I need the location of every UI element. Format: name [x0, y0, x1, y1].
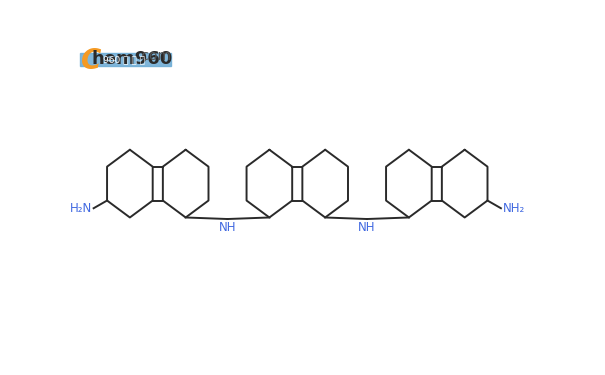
Text: NH: NH	[219, 221, 237, 234]
Text: hem960: hem960	[91, 50, 172, 68]
Text: .com: .com	[137, 49, 172, 63]
Text: NH₂: NH₂	[503, 202, 525, 215]
Text: H₂N: H₂N	[70, 202, 92, 215]
Text: C: C	[81, 47, 102, 75]
Text: 960 化 工 网: 960 化 工 网	[103, 55, 145, 64]
Bar	[79, 54, 171, 66]
Text: NH: NH	[358, 221, 376, 234]
